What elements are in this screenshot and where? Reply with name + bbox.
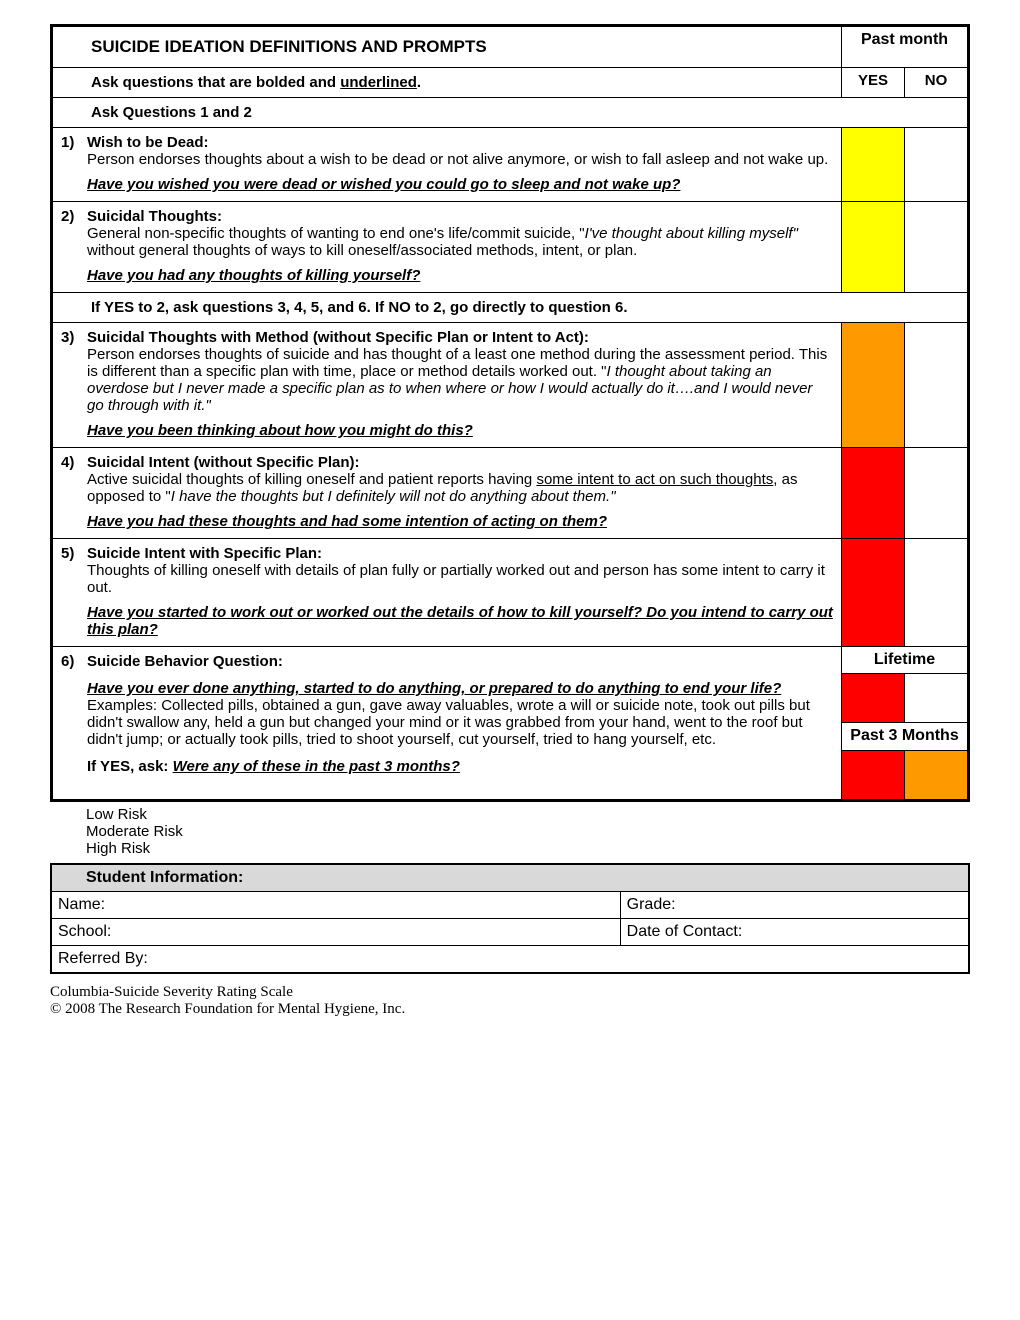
q5-desc: Thoughts of killing oneself with details… bbox=[87, 562, 825, 596]
student-heading: Student Information: bbox=[51, 864, 969, 892]
student-grade-label: Grade: bbox=[627, 896, 676, 913]
q2-desc-ital: I've thought about killing myself" bbox=[585, 225, 798, 242]
student-referred-field[interactable]: Referred By: bbox=[51, 945, 969, 973]
col-no: NO bbox=[905, 68, 969, 98]
q3-cell: 3) Suicidal Thoughts with Method (withou… bbox=[52, 323, 842, 448]
q6-num: 6) bbox=[61, 653, 87, 775]
instr-underlined: underlined bbox=[340, 74, 417, 91]
q2-prompt: Have you had any thoughts of killing you… bbox=[87, 267, 833, 284]
q2-body: Suicidal Thoughts: General non-specific … bbox=[87, 208, 833, 284]
assessment-table: SUICIDE IDEATION DEFINITIONS AND PROMPTS… bbox=[50, 24, 970, 802]
q3-yes[interactable] bbox=[842, 323, 905, 448]
q5-yes[interactable] bbox=[842, 539, 905, 647]
q5-body: Suicide Intent with Specific Plan: Thoug… bbox=[87, 545, 833, 638]
section-ask-1-2: Ask Questions 1 and 2 bbox=[52, 98, 969, 128]
instr-suffix: . bbox=[417, 74, 421, 91]
q4-prompt: Have you had these thoughts and had some… bbox=[87, 513, 833, 530]
q4-no[interactable] bbox=[905, 448, 969, 539]
risk-mod: Moderate Risk bbox=[86, 823, 970, 840]
q6-lifetime-label: Lifetime bbox=[842, 647, 969, 674]
q5-prompt: Have you started to work out or worked o… bbox=[87, 604, 833, 638]
page-container: SUICIDE IDEATION DEFINITIONS AND PROMPTS… bbox=[50, 24, 970, 1018]
q4-body: Suicidal Intent (without Specific Plan):… bbox=[87, 454, 833, 530]
student-name-label: Name: bbox=[58, 896, 105, 913]
q2-no[interactable] bbox=[905, 202, 969, 293]
q4-title: Suicidal Intent (without Specific Plan): bbox=[87, 454, 360, 471]
q2-desc-b: without general thoughts of ways to kill… bbox=[87, 242, 637, 259]
q2-title: Suicidal Thoughts: bbox=[87, 208, 222, 225]
q6-prompt1: Have you ever done anything, started to … bbox=[87, 680, 833, 697]
q4-yes[interactable] bbox=[842, 448, 905, 539]
q5-cell: 5) Suicide Intent with Specific Plan: Th… bbox=[52, 539, 842, 647]
q6-title: Suicide Behavior Question: bbox=[87, 653, 283, 670]
header-instruction: Ask questions that are bolded and underl… bbox=[52, 68, 842, 98]
header-past-month: Past month bbox=[842, 26, 969, 68]
footer: Columbia-Suicide Severity Rating Scale ©… bbox=[50, 984, 970, 1018]
q4-desc-ul: some intent to act on such thoughts bbox=[536, 471, 773, 488]
student-school-label: School: bbox=[58, 923, 111, 940]
q6-followup-prompt: Were any of these in the past 3 months? bbox=[173, 758, 460, 775]
q2-desc-a: General non-specific thoughts of wanting… bbox=[87, 225, 585, 242]
q6-past3-no[interactable] bbox=[905, 750, 969, 800]
q1-num: 1) bbox=[61, 134, 87, 193]
q3-prompt: Have you been thinking about how you mig… bbox=[87, 422, 833, 439]
footer-line2: © 2008 The Research Foundation for Menta… bbox=[50, 1001, 970, 1018]
q5-no[interactable] bbox=[905, 539, 969, 647]
q3-num: 3) bbox=[61, 329, 87, 439]
student-grade-field[interactable]: Grade: bbox=[620, 891, 969, 918]
risk-low: Low Risk bbox=[86, 806, 970, 823]
instr-prefix: Ask questions that are bolded and bbox=[91, 74, 340, 91]
student-name-field[interactable]: Name: bbox=[51, 891, 620, 918]
student-info-table: Student Information: Name: Grade: School… bbox=[50, 863, 970, 974]
student-school-field[interactable]: School: bbox=[51, 918, 620, 945]
q1-yes[interactable] bbox=[842, 128, 905, 202]
q2-yes[interactable] bbox=[842, 202, 905, 293]
q5-title: Suicide Intent with Specific Plan: bbox=[87, 545, 322, 562]
q6-examples: Examples: Collected pills, obtained a gu… bbox=[87, 697, 810, 748]
header-title: SUICIDE IDEATION DEFINITIONS AND PROMPTS bbox=[52, 26, 842, 68]
q6-past3-label: Past 3 Months bbox=[842, 723, 969, 750]
risk-high: High Risk bbox=[86, 840, 970, 857]
q1-desc: Person endorses thoughts about a wish to… bbox=[87, 151, 828, 168]
q6-cell: 6) Suicide Behavior Question: Have you e… bbox=[52, 647, 842, 801]
q5-num: 5) bbox=[61, 545, 87, 638]
q4-cell: 4) Suicidal Intent (without Specific Pla… bbox=[52, 448, 842, 539]
branch-instruction: If YES to 2, ask questions 3, 4, 5, and … bbox=[52, 293, 969, 323]
student-referred-label: Referred By: bbox=[58, 950, 148, 967]
q4-num: 4) bbox=[61, 454, 87, 530]
q1-no[interactable] bbox=[905, 128, 969, 202]
q3-title: Suicidal Thoughts with Method (without S… bbox=[87, 329, 589, 346]
student-date-label: Date of Contact: bbox=[627, 923, 743, 940]
q1-body: Wish to be Dead: Person endorses thought… bbox=[87, 134, 833, 193]
q1-title: Wish to be Dead: bbox=[87, 134, 209, 151]
q2-cell: 2) Suicidal Thoughts: General non-specif… bbox=[52, 202, 842, 293]
risk-legend: Low Risk Moderate Risk High Risk bbox=[50, 802, 970, 861]
q6-lifetime-yes[interactable] bbox=[842, 674, 905, 723]
q2-num: 2) bbox=[61, 208, 87, 284]
q6-past3-yes[interactable] bbox=[842, 750, 905, 800]
q3-body: Suicidal Thoughts with Method (without S… bbox=[87, 329, 833, 439]
q1-prompt: Have you wished you were dead or wished … bbox=[87, 176, 833, 193]
q4-desc-ital: I have the thoughts but I definitely wil… bbox=[171, 488, 616, 505]
q1-cell: 1) Wish to be Dead: Person endorses thou… bbox=[52, 128, 842, 202]
q4-desc-a: Active suicidal thoughts of killing ones… bbox=[87, 471, 536, 488]
q6-body: Suicide Behavior Question: Have you ever… bbox=[87, 653, 833, 775]
q6-lifetime-no[interactable] bbox=[905, 674, 969, 723]
q6-followup-prefix: If YES, ask: bbox=[87, 758, 173, 775]
student-date-field[interactable]: Date of Contact: bbox=[620, 918, 969, 945]
q3-no[interactable] bbox=[905, 323, 969, 448]
col-yes: YES bbox=[842, 68, 905, 98]
footer-line1: Columbia-Suicide Severity Rating Scale bbox=[50, 984, 970, 1001]
